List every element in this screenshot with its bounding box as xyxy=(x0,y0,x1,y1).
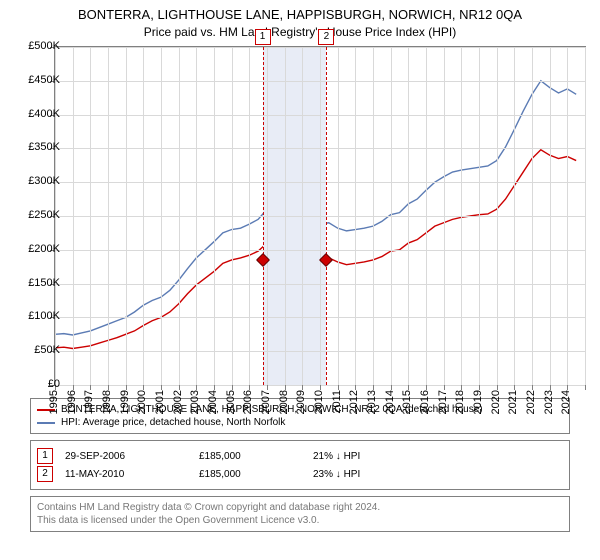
x-axis-label: 2016 xyxy=(419,390,431,414)
gridline-v xyxy=(585,47,586,385)
x-axis-label: 2021 xyxy=(507,390,519,414)
y-axis-label: £400K xyxy=(28,108,60,120)
y-axis-label: £0 xyxy=(48,378,60,390)
gridline-v xyxy=(73,47,74,385)
x-axis-label: 2024 xyxy=(560,390,572,414)
plot-area: 12 xyxy=(54,46,586,386)
event-num-1: 2 xyxy=(37,466,53,482)
x-axis-label: 2015 xyxy=(401,390,413,414)
events-legend: 1 29-SEP-2006 £185,000 21% ↓ HPI 2 11-MA… xyxy=(30,440,570,490)
gridline-v xyxy=(567,47,568,385)
event-row-0: 1 29-SEP-2006 £185,000 21% ↓ HPI xyxy=(37,447,563,465)
gridline-v xyxy=(267,47,268,385)
x-axis-label: 2008 xyxy=(278,390,290,414)
gridline-v xyxy=(196,47,197,385)
x-axis-label: 2013 xyxy=(366,390,378,414)
x-axis-label: 2014 xyxy=(384,390,396,414)
gridline-v xyxy=(90,47,91,385)
x-axis-label: 1997 xyxy=(83,390,95,414)
x-axis-label: 2019 xyxy=(472,390,484,414)
y-axis-label: £250K xyxy=(28,209,60,221)
footnote-line-1: Contains HM Land Registry data © Crown c… xyxy=(37,501,563,514)
gridline-v xyxy=(391,47,392,385)
x-axis-label: 1996 xyxy=(66,390,78,414)
x-axis-label: 2012 xyxy=(348,390,360,414)
chart-container: BONTERRA, LIGHTHOUSE LANE, HAPPISBURGH, … xyxy=(0,0,600,560)
event-price-0: £185,000 xyxy=(199,451,309,462)
x-axis-label: 2009 xyxy=(295,390,307,414)
gridline-v xyxy=(514,47,515,385)
gridline-v xyxy=(338,47,339,385)
legend-row-1: HPI: Average price, detached house, Nort… xyxy=(37,416,563,429)
gridline-v xyxy=(126,47,127,385)
x-axis-label: 2011 xyxy=(331,390,343,414)
swatch-line-1 xyxy=(37,422,55,424)
gridline-v xyxy=(532,47,533,385)
x-axis-label: 1998 xyxy=(101,390,113,414)
y-axis-label: £50K xyxy=(34,344,60,356)
gridline-v xyxy=(108,47,109,385)
gridline-v xyxy=(232,47,233,385)
gridline-v xyxy=(320,47,321,385)
event-num-0: 1 xyxy=(37,448,53,464)
x-axis-label: 2000 xyxy=(136,390,148,414)
title-line-2: Price paid vs. HM Land Registry's House … xyxy=(0,24,600,40)
gridline-v xyxy=(373,47,374,385)
gridline-v xyxy=(214,47,215,385)
gridline-v xyxy=(461,47,462,385)
event-line xyxy=(326,47,327,385)
x-axis-label: 1999 xyxy=(119,390,131,414)
x-axis-label: 1995 xyxy=(48,390,60,414)
y-axis-label: £300K xyxy=(28,175,60,187)
gridline-v xyxy=(143,47,144,385)
event-date-0: 29-SEP-2006 xyxy=(65,451,195,462)
event-date-1: 11-MAY-2010 xyxy=(65,469,195,480)
x-axis-label: 2005 xyxy=(225,390,237,414)
gridline-v xyxy=(161,47,162,385)
event-line xyxy=(263,47,264,385)
x-axis-label: 2001 xyxy=(154,390,166,414)
x-axis-label: 2003 xyxy=(189,390,201,414)
x-axis-label: 2018 xyxy=(454,390,466,414)
x-axis-label: 2002 xyxy=(172,390,184,414)
event-marker-box: 1 xyxy=(255,29,271,45)
x-axis-label: 2023 xyxy=(543,390,555,414)
x-axis-label: 2006 xyxy=(242,390,254,414)
y-axis-label: £350K xyxy=(28,141,60,153)
x-axis-label: 2007 xyxy=(260,390,272,414)
x-axis-label: 2017 xyxy=(437,390,449,414)
footnote: Contains HM Land Registry data © Crown c… xyxy=(30,496,570,532)
gridline-v xyxy=(550,47,551,385)
gridline-v xyxy=(179,47,180,385)
x-axis-label: 2004 xyxy=(207,390,219,414)
event-row-1: 2 11-MAY-2010 £185,000 23% ↓ HPI xyxy=(37,465,563,483)
gridline-v xyxy=(426,47,427,385)
gridline-v xyxy=(285,47,286,385)
event-marker-box: 2 xyxy=(318,29,334,45)
gridline-v xyxy=(444,47,445,385)
x-axis-label: 2020 xyxy=(490,390,502,414)
event-price-1: £185,000 xyxy=(199,469,309,480)
x-axis-label: 2022 xyxy=(525,390,537,414)
y-axis-label: £500K xyxy=(28,40,60,52)
gridline-v xyxy=(302,47,303,385)
chart-title: BONTERRA, LIGHTHOUSE LANE, HAPPISBURGH, … xyxy=(0,0,600,40)
gridline-v xyxy=(497,47,498,385)
gridline-v xyxy=(408,47,409,385)
y-axis-label: £450K xyxy=(28,74,60,86)
y-axis-label: £200K xyxy=(28,243,60,255)
footnote-line-2: This data is licensed under the Open Gov… xyxy=(37,514,563,527)
x-axis-label: 2010 xyxy=(313,390,325,414)
legend-block: BONTERRA, LIGHTHOUSE LANE, HAPPISBURGH, … xyxy=(30,398,570,532)
title-line-1: BONTERRA, LIGHTHOUSE LANE, HAPPISBURGH, … xyxy=(0,6,600,24)
gridline-v xyxy=(479,47,480,385)
y-axis-label: £100K xyxy=(28,310,60,322)
legend-label-1: HPI: Average price, detached house, Nort… xyxy=(61,417,285,428)
y-axis-label: £150K xyxy=(28,277,60,289)
gridline-v xyxy=(249,47,250,385)
gridline-v xyxy=(355,47,356,385)
event-delta-0: 21% ↓ HPI xyxy=(313,451,563,462)
event-delta-1: 23% ↓ HPI xyxy=(313,469,563,480)
